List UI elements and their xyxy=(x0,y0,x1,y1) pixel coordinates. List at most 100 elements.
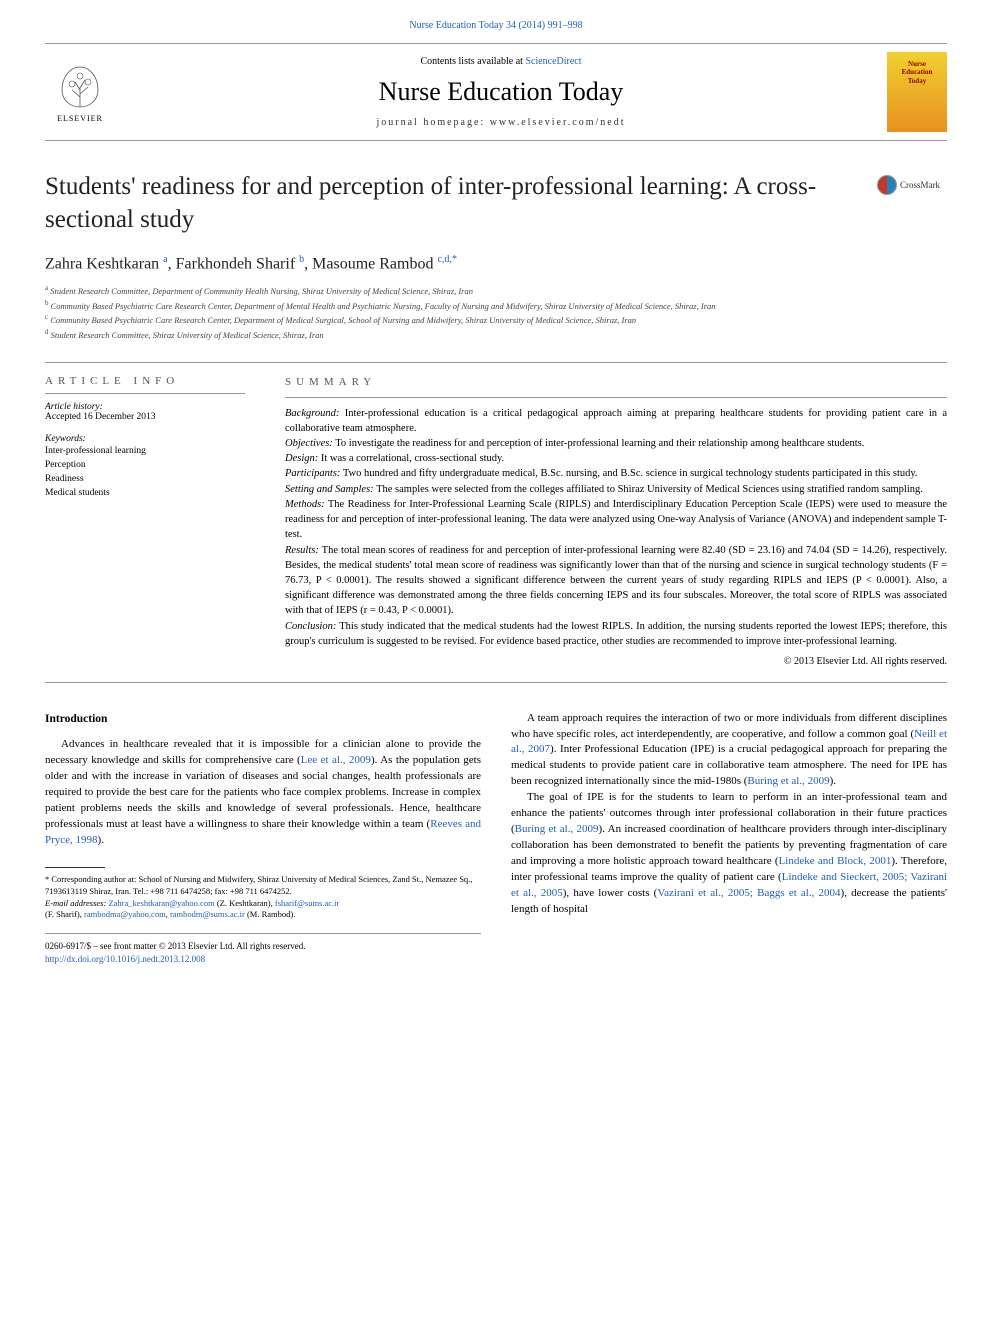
design-text: It was a correlational, cross-sectional … xyxy=(318,453,504,464)
crossmark-label: CrossMark xyxy=(900,180,940,190)
email-link[interactable]: Zahra_keshtkaran@yahoo.com xyxy=(108,898,214,908)
cover-line3: Today xyxy=(908,77,926,85)
article-title: Students' readiness for and perception o… xyxy=(45,171,877,236)
contents-prefix: Contents lists available at xyxy=(420,56,525,67)
participants-text: Two hundred and fifty undergraduate medi… xyxy=(340,468,917,479)
p-text: ), have lower costs ( xyxy=(563,887,658,899)
email-who: (M. Rambod). xyxy=(245,909,296,919)
col2-p1: A team approach requires the interaction… xyxy=(511,711,947,791)
corresponding-footnote: * Corresponding author at: School of Nur… xyxy=(45,874,481,898)
article-info-panel: article info Article history: Accepted 1… xyxy=(45,363,265,682)
conclusion-text: This study indicated that the medical st… xyxy=(285,621,947,647)
homepage-prefix: journal homepage: xyxy=(377,117,490,128)
p-text: A team approach requires the interaction… xyxy=(511,712,947,740)
history-value: Accepted 16 December 2013 xyxy=(45,412,245,422)
email-who: (F. Sharif), xyxy=(45,909,84,919)
citation-link[interactable]: Vazirani et al., 2005; Baggs et al., 200… xyxy=(657,887,840,899)
author-1: Zahra Keshtkaran xyxy=(45,255,159,272)
conclusion-label: Conclusion: xyxy=(285,621,336,632)
crossmark-badge[interactable]: CrossMark xyxy=(877,171,947,199)
setting-text: The samples were selected from the colle… xyxy=(374,484,923,495)
homepage-line: journal homepage: www.elsevier.com/nedt xyxy=(115,117,887,128)
keyword-item: Readiness xyxy=(45,472,245,486)
body-columns: Introduction Advances in healthcare reve… xyxy=(45,711,947,966)
methods-label: Methods: xyxy=(285,499,325,510)
summary-body: Background: Inter-professional education… xyxy=(285,406,947,650)
introduction-heading: Introduction xyxy=(45,711,481,728)
title-row: Students' readiness for and perception o… xyxy=(45,171,947,236)
sciencedirect-link[interactable]: ScienceDirect xyxy=(525,56,581,67)
intro-p1: Advances in healthcare revealed that it … xyxy=(45,737,481,849)
background-text: Inter-professional education is a critic… xyxy=(285,408,947,434)
elsevier-logo[interactable]: ELSEVIER xyxy=(45,52,115,132)
journal-cover-thumbnail: Nurse Education Today xyxy=(887,52,947,132)
setting-label: Setting and Samples: xyxy=(285,484,374,495)
header-center: Contents lists available at ScienceDirec… xyxy=(115,56,887,128)
author-2: Farkhondeh Sharif xyxy=(176,255,296,272)
article-info-heading: article info xyxy=(45,375,245,394)
author-3-sup: c,d, xyxy=(437,254,451,265)
footer-divider xyxy=(45,933,481,934)
summary-panel: summary Background: Inter-professional e… xyxy=(265,363,947,682)
affil-d: Student Research Committee, Shiraz Unive… xyxy=(51,330,324,340)
methods-text: The Readiness for Inter-Professional Lea… xyxy=(285,499,947,540)
footnote-divider xyxy=(45,867,105,868)
journal-name: Nurse Education Today xyxy=(115,77,887,107)
email-footnote: E-mail addresses: Zahra_keshtkaran@yahoo… xyxy=(45,898,481,922)
footnotes: * Corresponding author at: School of Nur… xyxy=(45,874,481,922)
p1-text3: ). xyxy=(98,834,104,846)
participants-label: Participants: xyxy=(285,468,340,479)
tree-icon xyxy=(50,62,110,112)
keywords-list: Inter-professional learning Perception R… xyxy=(45,444,245,501)
info-summary-row: article info Article history: Accepted 1… xyxy=(45,362,947,683)
cover-line2: Education xyxy=(902,68,933,76)
summary-heading: summary xyxy=(285,375,947,398)
p-text: ). Inter Professional Education (IPE) is… xyxy=(511,743,947,787)
background-label: Background: xyxy=(285,408,339,419)
author-2-sup: b xyxy=(299,254,304,265)
affiliations: a Student Research Committee, Department… xyxy=(45,283,947,341)
email-link[interactable]: rambodma@yahoo.com xyxy=(84,909,166,919)
copyright-line: © 2013 Elsevier Ltd. All rights reserved… xyxy=(285,655,947,670)
cover-line1: Nurse xyxy=(908,60,926,68)
citation-link[interactable]: Buring et al., 2009 xyxy=(747,775,829,787)
results-text: The total mean scores of readiness for a… xyxy=(285,545,947,617)
body-column-right: A team approach requires the interaction… xyxy=(511,711,947,966)
homepage-url[interactable]: www.elsevier.com/nedt xyxy=(490,117,626,128)
keyword-item: Inter-professional learning xyxy=(45,444,245,458)
issn-line: 0260-6917/$ – see front matter © 2013 El… xyxy=(45,940,481,953)
body-column-left: Introduction Advances in healthcare reve… xyxy=(45,711,481,966)
design-label: Design: xyxy=(285,453,318,464)
contents-line: Contents lists available at ScienceDirec… xyxy=(115,56,887,67)
keyword-item: Perception xyxy=(45,458,245,472)
citation-link[interactable]: Lindeke and Block, 2001 xyxy=(779,855,892,867)
affil-a: Student Research Committee, Department o… xyxy=(50,286,473,296)
doi-link[interactable]: http://dx.doi.org/10.1016/j.nedt.2013.12… xyxy=(45,954,205,964)
email-link[interactable]: fsharif@sums.ac.ir xyxy=(275,898,339,908)
p-text: ). xyxy=(830,775,836,787)
corresponding-marker: * xyxy=(452,254,457,265)
author-1-sup: a xyxy=(163,254,167,265)
affil-c: Community Based Psychiatric Care Researc… xyxy=(50,315,636,325)
history-label: Article history: xyxy=(45,402,245,412)
objectives-label: Objectives: xyxy=(285,438,333,449)
email-label: E-mail addresses: xyxy=(45,898,108,908)
authors-line: Zahra Keshtkaran a, Farkhondeh Sharif b,… xyxy=(45,254,947,273)
header-citation: Nurse Education Today 34 (2014) 991–998 xyxy=(45,20,947,31)
col2-p2: The goal of IPE is for the students to l… xyxy=(511,790,947,918)
keyword-item: Medical students xyxy=(45,486,245,500)
corr-text: Corresponding author at: School of Nursi… xyxy=(45,874,472,896)
citation-link[interactable]: Lee et al., 2009 xyxy=(301,754,371,766)
crossmark-icon xyxy=(877,175,897,195)
affil-b: Community Based Psychiatric Care Researc… xyxy=(51,301,716,311)
email-link[interactable]: rambodm@sums.ac.ir xyxy=(170,909,245,919)
citation-link[interactable]: Buring et al., 2009 xyxy=(515,823,599,835)
elsevier-label: ELSEVIER xyxy=(57,114,103,123)
email-who: (Z. Keshtkaran), xyxy=(215,898,275,908)
journal-header: ELSEVIER Contents lists available at Sci… xyxy=(45,43,947,141)
objectives-text: To investigate the readiness for and per… xyxy=(333,438,865,449)
keywords-label: Keywords: xyxy=(45,434,245,444)
footer: 0260-6917/$ – see front matter © 2013 El… xyxy=(45,940,481,965)
author-3: Masoume Rambod xyxy=(312,255,433,272)
results-label: Results: xyxy=(285,545,319,556)
